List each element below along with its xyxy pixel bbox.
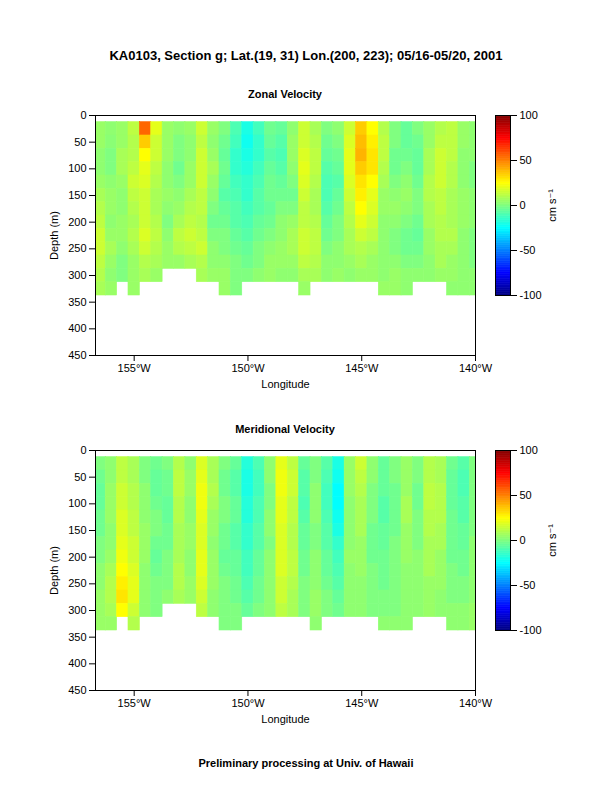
svg-text:300: 300: [68, 604, 86, 616]
svg-text:250: 250: [68, 242, 86, 254]
svg-text:300: 300: [68, 269, 86, 281]
svg-text:450: 450: [68, 684, 86, 696]
svg-text:145°W: 145°W: [345, 697, 379, 709]
svg-text:0: 0: [520, 199, 526, 211]
svg-text:50: 50: [520, 489, 532, 501]
svg-text:100: 100: [520, 444, 538, 456]
svg-text:-100: -100: [520, 624, 542, 636]
svg-text:cm s⁻¹: cm s⁻¹: [546, 189, 558, 222]
svg-text:140°W: 140°W: [459, 697, 493, 709]
svg-text:-100: -100: [520, 289, 542, 301]
svg-text:Longitude: Longitude: [261, 378, 309, 390]
svg-text:50: 50: [520, 154, 532, 166]
svg-text:350: 350: [68, 296, 86, 308]
svg-text:0: 0: [80, 444, 86, 456]
svg-text:Depth (m): Depth (m): [48, 211, 60, 260]
svg-text:200: 200: [68, 216, 86, 228]
svg-text:150: 150: [68, 189, 86, 201]
svg-text:400: 400: [68, 322, 86, 334]
svg-text:-50: -50: [520, 579, 536, 591]
svg-text:150: 150: [68, 524, 86, 536]
svg-text:Longitude: Longitude: [261, 713, 309, 725]
html-text:Preliminary processing at Univ: Preliminary processing at Univ. of Hawai…: [198, 757, 414, 769]
svg-text:150°W: 150°W: [231, 697, 265, 709]
html-text:Zonal Velocity: Zonal Velocity: [248, 88, 322, 100]
svg-text:140°W: 140°W: [459, 362, 493, 374]
svg-text:cm s⁻¹: cm s⁻¹: [546, 524, 558, 557]
svg-text:200: 200: [68, 551, 86, 563]
svg-text:0: 0: [80, 109, 86, 121]
svg-text:100: 100: [68, 162, 86, 174]
svg-text:0: 0: [520, 534, 526, 546]
svg-text:145°W: 145°W: [345, 362, 379, 374]
svg-text:-50: -50: [520, 244, 536, 256]
svg-text:250: 250: [68, 577, 86, 589]
svg-text:100: 100: [520, 109, 538, 121]
svg-text:150°W: 150°W: [231, 362, 265, 374]
svg-text:50: 50: [74, 136, 86, 148]
svg-text:100: 100: [68, 497, 86, 509]
svg-text:450: 450: [68, 349, 86, 361]
svg-text:Depth (m): Depth (m): [48, 546, 60, 595]
svg-text:155°W: 155°W: [118, 362, 152, 374]
svg-text:350: 350: [68, 631, 86, 643]
html-text:KA0103, Section g; Lat.(19, 31: KA0103, Section g; Lat.(19, 31) Lon.(200…: [109, 48, 503, 63]
svg-text:155°W: 155°W: [118, 697, 152, 709]
svg-text:400: 400: [68, 657, 86, 669]
html-text:Meridional Velocity: Meridional Velocity: [235, 423, 335, 435]
svg-text:50: 50: [74, 471, 86, 483]
